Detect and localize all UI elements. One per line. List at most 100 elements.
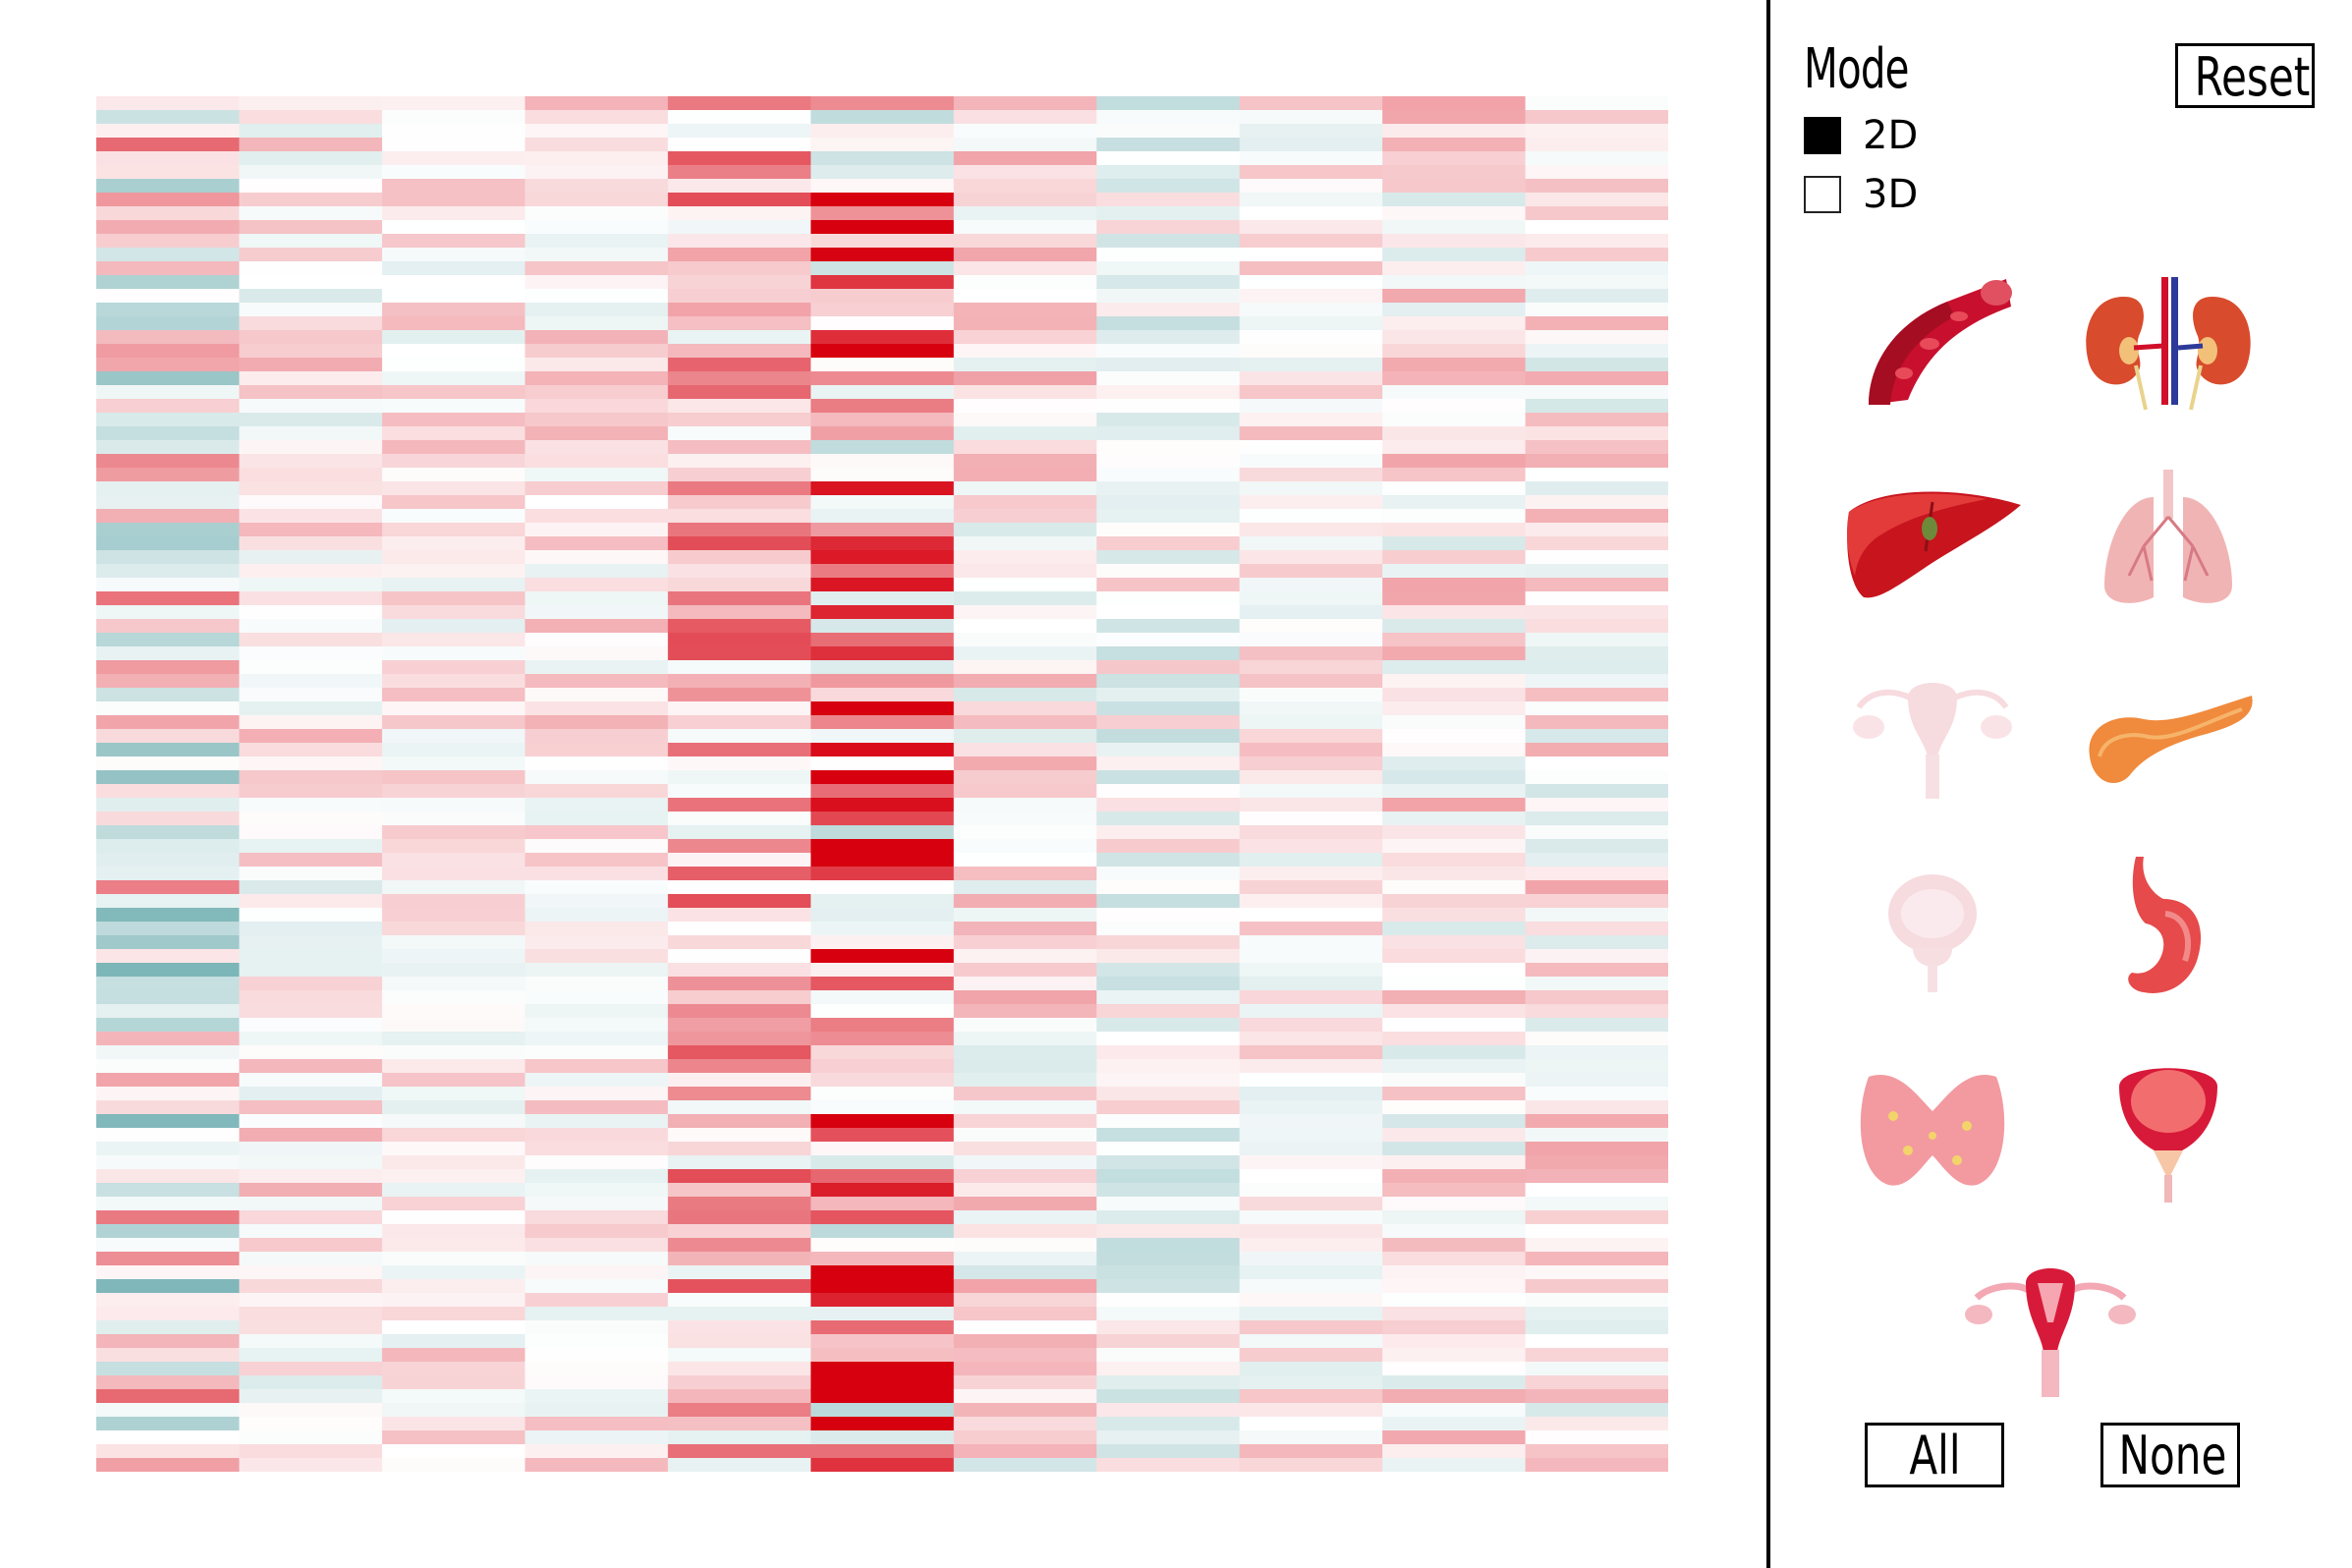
heatmap-cell[interactable] [1239, 481, 1383, 496]
heatmap-cell[interactable] [1382, 289, 1527, 304]
heatmap-cell[interactable] [953, 729, 1097, 744]
heatmap-cell[interactable] [667, 550, 812, 565]
heatmap-cell[interactable] [525, 550, 669, 565]
heatmap-cell[interactable] [1239, 303, 1383, 317]
heatmap-cell[interactable] [239, 495, 383, 510]
reset-button[interactable]: Reset [2175, 43, 2315, 108]
heatmap-cell[interactable] [1382, 1279, 1527, 1294]
heatmap-cell[interactable] [1239, 756, 1383, 771]
heatmap-cell[interactable] [1096, 564, 1241, 579]
heatmap-cell[interactable] [667, 248, 812, 262]
heatmap-cell[interactable] [525, 193, 669, 207]
heatmap-cell[interactable] [525, 1197, 669, 1211]
heatmap-cell[interactable] [239, 619, 383, 634]
heatmap-cell[interactable] [1525, 179, 1668, 194]
heatmap-cell[interactable] [1096, 605, 1241, 620]
heatmap-cell[interactable] [525, 165, 669, 180]
heatmap-cell[interactable] [1525, 550, 1668, 565]
heatmap-cell[interactable] [525, 234, 669, 249]
heatmap-cell[interactable] [239, 151, 383, 166]
heatmap-cell[interactable] [1525, 509, 1668, 524]
heatmap-cell[interactable] [381, 481, 526, 496]
heatmap-cell[interactable] [525, 509, 669, 524]
heatmap-cell[interactable] [1382, 509, 1527, 524]
heatmap-cell[interactable] [667, 165, 812, 180]
heatmap-cell[interactable] [96, 715, 240, 730]
heatmap-cell[interactable] [1096, 619, 1241, 634]
heatmap-cell[interactable] [525, 371, 669, 386]
heatmap-cell[interactable] [953, 413, 1097, 427]
heatmap-cell[interactable] [1382, 894, 1527, 909]
select-all-button[interactable]: All [1865, 1423, 2004, 1487]
heatmap-cell[interactable] [381, 165, 526, 180]
heatmap-cell[interactable] [239, 867, 383, 881]
heatmap-cell[interactable] [811, 1430, 955, 1445]
heatmap-cell[interactable] [1239, 1430, 1383, 1445]
heatmap-cell[interactable] [381, 564, 526, 579]
heatmap-cell[interactable] [1239, 839, 1383, 854]
heatmap-cell[interactable] [96, 1375, 240, 1390]
heatmap-cell[interactable] [239, 1375, 383, 1390]
heatmap-cell[interactable] [1525, 1389, 1668, 1404]
heatmap-cell[interactable] [1096, 1087, 1241, 1101]
heatmap-cell[interactable] [239, 248, 383, 262]
heatmap-cell[interactable] [1525, 1155, 1668, 1170]
heatmap-cell[interactable] [381, 715, 526, 730]
heatmap-cell[interactable] [1239, 1458, 1383, 1472]
heatmap-cell[interactable] [1525, 1279, 1668, 1294]
heatmap-cell[interactable] [953, 536, 1097, 551]
heatmap-cell[interactable] [811, 812, 955, 826]
heatmap-cell[interactable] [811, 908, 955, 923]
heatmap-cell[interactable] [1239, 179, 1383, 194]
heatmap-cell[interactable] [811, 275, 955, 290]
heatmap-cell[interactable] [96, 1100, 240, 1115]
heatmap-cell[interactable] [667, 1210, 812, 1225]
heatmap-cell[interactable] [525, 151, 669, 166]
heatmap-cell[interactable] [811, 605, 955, 620]
heatmap-cell[interactable] [96, 454, 240, 469]
heatmap-cell[interactable] [1525, 1375, 1668, 1390]
heatmap-cell[interactable] [239, 1169, 383, 1184]
heatmap-cell[interactable] [1096, 1169, 1241, 1184]
heatmap-cell[interactable] [667, 1073, 812, 1088]
heatmap-cell[interactable] [1382, 1142, 1527, 1156]
heatmap-cell[interactable] [1096, 303, 1241, 317]
heatmap-cell[interactable] [1382, 770, 1527, 785]
heatmap-cell[interactable] [96, 564, 240, 579]
heatmap-cell[interactable] [953, 935, 1097, 950]
heatmap-cell[interactable] [1382, 1045, 1527, 1060]
heatmap-cell[interactable] [811, 756, 955, 771]
heatmap-cell[interactable] [381, 399, 526, 414]
heatmap-cell[interactable] [381, 867, 526, 881]
heatmap-cell[interactable] [525, 867, 669, 881]
heatmap-cell[interactable] [1239, 743, 1383, 757]
mode-3d-checkbox[interactable] [1804, 176, 1841, 213]
heatmap-cell[interactable] [1382, 867, 1527, 881]
heatmap-cell[interactable] [1382, 564, 1527, 579]
heatmap-cell[interactable] [381, 1320, 526, 1335]
heatmap-cell[interactable] [667, 1045, 812, 1060]
heatmap-cell[interactable] [381, 743, 526, 757]
heatmap-cell[interactable] [239, 729, 383, 744]
heatmap-cell[interactable] [667, 344, 812, 359]
heatmap-cell[interactable] [1382, 385, 1527, 400]
heatmap-cell[interactable] [667, 426, 812, 441]
heatmap-cell[interactable] [381, 1307, 526, 1321]
heatmap-cell[interactable] [239, 674, 383, 689]
heatmap-cell[interactable] [953, 385, 1097, 400]
heatmap-cell[interactable] [381, 619, 526, 634]
heatmap-cell[interactable] [381, 1073, 526, 1088]
heatmap-cell[interactable] [1382, 935, 1527, 950]
heatmap-cell[interactable] [1239, 825, 1383, 840]
heatmap-cell[interactable] [667, 1252, 812, 1266]
heatmap-cell[interactable] [1096, 1403, 1241, 1418]
heatmap-cell[interactable] [811, 495, 955, 510]
heatmap-cell[interactable] [525, 220, 669, 235]
heatmap-cell[interactable] [1096, 1444, 1241, 1459]
heatmap-cell[interactable] [239, 550, 383, 565]
heatmap-cell[interactable] [1239, 399, 1383, 414]
heatmap-cell[interactable] [811, 591, 955, 606]
heatmap-cell[interactable] [1096, 1100, 1241, 1115]
heatmap-cell[interactable] [1239, 1444, 1383, 1459]
heatmap-cell[interactable] [239, 1320, 383, 1335]
